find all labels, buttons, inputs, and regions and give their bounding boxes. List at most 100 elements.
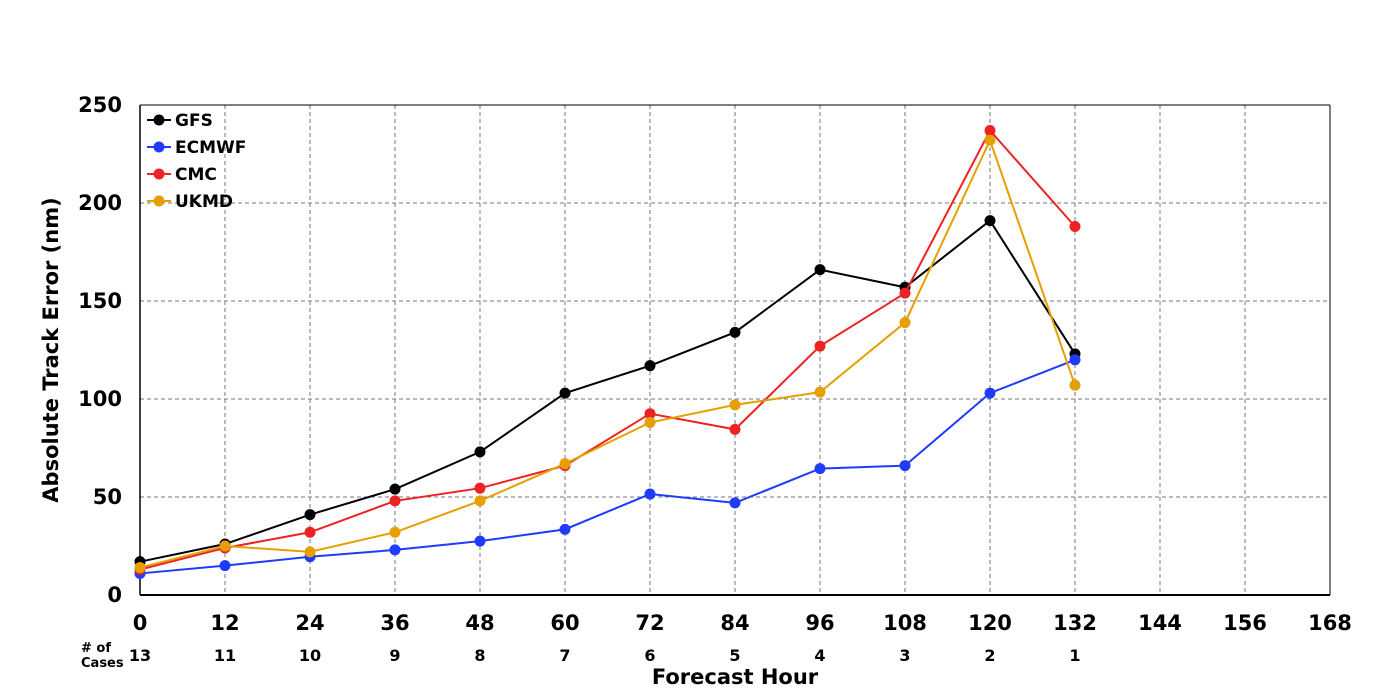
x-tick-label: 60 (550, 611, 579, 635)
cases-row: # of Cases 13 11 10 9 8 7 6 5 4 3 2 1 (81, 641, 1081, 671)
data-point-cmc (389, 495, 401, 507)
y-tick-label: 0 (107, 583, 122, 607)
case-count: 5 (729, 646, 740, 665)
data-point-gfs (814, 264, 826, 276)
data-point-cmc (474, 482, 486, 494)
plot-frame (139, 104, 1331, 596)
series-line-cmc (139, 128, 1076, 571)
data-point-gfs (984, 215, 996, 227)
legend-item-cmc: CMC (147, 165, 217, 185)
data-point-ecmwf (644, 488, 656, 500)
series-line-ecmwf (139, 358, 1076, 575)
legend-label: CMC (175, 165, 217, 185)
y-tick-label: 200 (78, 191, 122, 215)
grid-lines (140, 105, 1330, 595)
series-ecmwf (134, 354, 1081, 579)
data-point-ukmd (134, 562, 146, 574)
x-tick-label: 12 (210, 611, 239, 635)
series-layer (134, 124, 1081, 579)
data-point-ecmwf (474, 535, 486, 547)
case-count: 7 (559, 646, 570, 665)
y-tick-label: 50 (93, 485, 122, 509)
data-point-gfs (644, 360, 656, 372)
data-point-ecmwf (1069, 354, 1081, 366)
case-count: 8 (474, 646, 485, 665)
y-tick-label: 100 (78, 387, 122, 411)
data-point-ecmwf (559, 523, 571, 535)
tick-labels: 0 12 24 36 48 60 72 84 96 108 120 132 144 156 168 0 50 10… (78, 93, 1352, 635)
x-tick-label: 24 (295, 611, 324, 635)
data-point-gfs (389, 483, 401, 495)
x-tick-label: 156 (1223, 611, 1267, 635)
data-point-cmc (899, 287, 911, 299)
case-count: 13 (129, 646, 151, 665)
data-point-ukmd (644, 417, 656, 429)
y-tick-label: 250 (78, 93, 122, 117)
data-point-ukmd (474, 495, 486, 507)
data-point-cmc (1069, 221, 1081, 233)
legend-label: ECMWF (175, 138, 246, 158)
legend-label: UKMD (175, 192, 233, 212)
case-count: 11 (214, 646, 236, 665)
x-tick-label: 96 (805, 611, 834, 635)
case-count: 4 (814, 646, 825, 665)
x-axis-title: Forecast Hour (652, 665, 819, 689)
data-point-cmc (644, 408, 656, 420)
y-axis-title: Absolute Track Error (nm) (39, 197, 63, 502)
data-point-cmc (814, 340, 826, 352)
legend-item-ukmd: UKMD (147, 192, 233, 212)
case-count: 9 (389, 646, 400, 665)
legend: GFS ECMWF CMC UKMD (147, 111, 246, 212)
legend-item-gfs: GFS (147, 111, 213, 131)
case-count: 10 (299, 646, 321, 665)
x-tick-label: 168 (1308, 611, 1352, 635)
data-point-ukmd (559, 458, 571, 470)
data-point-ecmwf (729, 497, 741, 509)
legend-label: GFS (175, 111, 213, 131)
data-point-ecmwf (984, 387, 996, 399)
data-point-ukmd (389, 526, 401, 538)
x-tick-label: 0 (133, 611, 148, 635)
data-point-ecmwf (814, 463, 826, 475)
y-tick-label: 150 (78, 289, 122, 313)
series-line-ukmd (139, 137, 1076, 569)
data-point-ukmd (729, 399, 741, 411)
legend-swatch-marker (153, 141, 165, 153)
series-line-gfs (139, 219, 1076, 563)
case-count: 2 (984, 646, 995, 665)
data-point-cmc (729, 423, 741, 435)
data-point-cmc (984, 124, 996, 136)
series-ukmd (134, 134, 1081, 574)
case-count: 6 (644, 646, 655, 665)
data-point-gfs (304, 509, 316, 521)
x-tick-label: 108 (883, 611, 927, 635)
data-point-gfs (729, 326, 741, 338)
data-point-ukmd (304, 546, 316, 558)
data-point-ecmwf (389, 544, 401, 556)
series-gfs (134, 215, 1081, 568)
data-point-ecmwf (219, 560, 231, 572)
x-tick-label: 144 (1138, 611, 1182, 635)
x-tick-label: 84 (720, 611, 749, 635)
x-tick-label: 120 (968, 611, 1012, 635)
series-cmc (134, 124, 1081, 576)
case-count: 3 (899, 646, 910, 665)
data-point-ukmd (219, 540, 231, 552)
x-tick-label: 36 (380, 611, 409, 635)
case-count: 1 (1069, 646, 1080, 665)
x-tick-label: 72 (635, 611, 664, 635)
legend-swatch-marker (153, 168, 165, 180)
x-tick-label: 48 (465, 611, 494, 635)
cases-label: # of Cases (81, 641, 124, 671)
data-point-ecmwf (899, 460, 911, 472)
data-point-gfs (474, 446, 486, 458)
data-point-ukmd (984, 134, 996, 146)
data-point-ukmd (1069, 379, 1081, 391)
data-point-cmc (304, 526, 316, 538)
data-point-gfs (559, 387, 571, 399)
legend-item-ecmwf: ECMWF (147, 138, 246, 158)
legend-swatch-marker (153, 114, 165, 126)
legend-swatch-marker (153, 195, 165, 207)
data-point-ukmd (899, 317, 911, 329)
